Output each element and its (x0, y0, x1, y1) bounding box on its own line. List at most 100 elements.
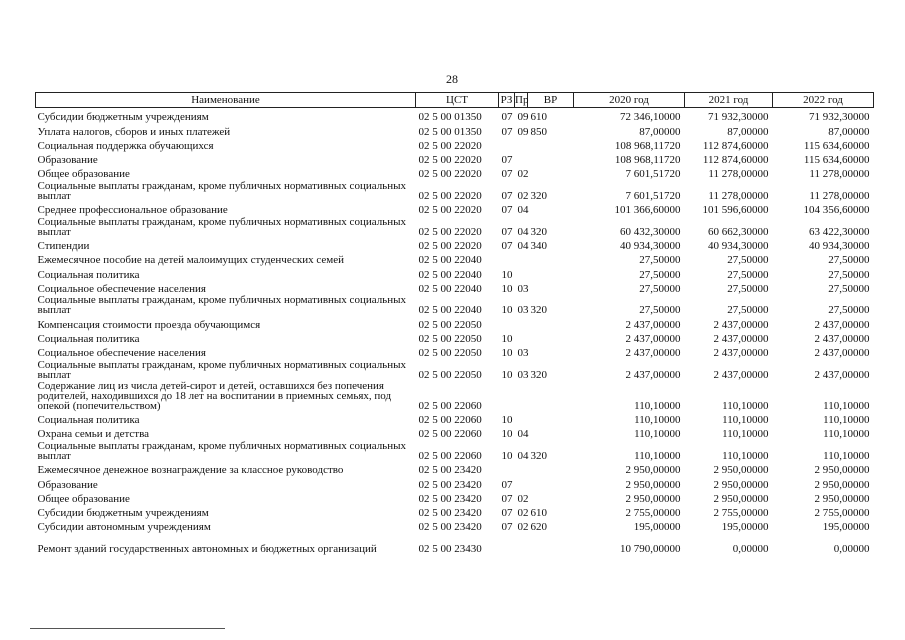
cell-rz: 10 (501, 449, 513, 462)
cell-name: Субсидии бюджетным учреждениям (37, 507, 209, 520)
cell-cst: 02 5 00 22040 (418, 268, 482, 281)
cell-name: Ремонт зданий государственных автономных… (37, 542, 377, 555)
cell-cst: 02 5 00 22050 (418, 368, 482, 381)
cell-pr: 02 (517, 521, 529, 534)
table-row: Субсидии бюджетным учреждениям 02 5 00 01… (36, 108, 874, 123)
cell-2020: 110,10000 (634, 414, 681, 427)
table-row: Социальное обеспечение населения 02 5 00 … (36, 344, 874, 360)
page-number: 28 (446, 72, 458, 86)
cell-vr: 850 (530, 125, 548, 138)
cell-vr (528, 251, 574, 265)
header-cst: ЦСТ (415, 92, 499, 108)
cell-2020: 40 934,30000 (620, 240, 681, 253)
cell-pr (515, 315, 528, 329)
cell-pr (515, 265, 528, 279)
cell-2020: 2 950,00000 (625, 478, 681, 491)
table-row: Уплата налогов, сборов и иных платежей 02… (36, 122, 874, 138)
table-row: Социальная политика 02 5 00 22040 10 27,500… (36, 265, 874, 281)
cell-cst: 02 5 00 22020 (418, 225, 482, 238)
cell-2022: 115 634,60000 (803, 139, 870, 152)
cell-rz: 10 (501, 304, 513, 317)
table-row: Социальная политика 02 5 00 22060 10 110,10… (36, 411, 874, 427)
cell-2022: 2 437,00000 (814, 368, 870, 381)
cell-2022: 71 932,30000 (809, 111, 870, 124)
cell-cst: 02 5 00 01350 (418, 125, 482, 138)
cell-vr (528, 461, 574, 475)
cell-2020: 2 950,00000 (625, 492, 681, 505)
header-name: Наименование (35, 92, 416, 108)
cell-cst: 02 5 00 22060 (418, 428, 482, 441)
table-row: Содержание лиц из числа детей-сирот и де… (36, 380, 874, 411)
cell-name: Социальные выплаты гражданам, кроме публ… (37, 294, 406, 317)
cell-2022: 115 634,60000 (803, 154, 870, 167)
cell-rz: 10 (501, 347, 513, 360)
cell-rz: 10 (501, 414, 513, 427)
cell-cst: 02 5 00 22020 (418, 189, 482, 202)
cell-2020: 10 790,00000 (620, 542, 681, 555)
cell-2022: 27,50000 (828, 304, 870, 317)
header-pr: Пр (514, 92, 529, 108)
cell-vr (528, 380, 574, 411)
table-row: Социальная политика 02 5 00 22050 10 2 437,… (36, 330, 874, 344)
cell-2021: 2 437,00000 (713, 368, 769, 381)
cell-vr (528, 475, 574, 489)
cell-rz: 10 (501, 428, 513, 441)
cell-2021: 11 278,00000 (708, 189, 769, 202)
cell-name: Социальное обеспечение населения (37, 282, 206, 295)
table-row: Субсидии бюджетным учреждениям 02 5 00 23… (36, 504, 874, 520)
cell-pr: 02 (517, 492, 529, 505)
table-row: Охрана семьи и детства 02 5 00 22060 10 04 1… (36, 425, 874, 441)
cell-2022: 110,10000 (823, 399, 870, 412)
cell-2021: 0,00000 (732, 542, 769, 555)
cell-2021: 110,10000 (722, 428, 769, 441)
cell-name: Среднее профессиональное образование (37, 204, 228, 217)
cell-name: Образование (37, 478, 98, 491)
cell-pr (515, 380, 528, 411)
cell-2020: 27,50000 (639, 254, 681, 267)
cell-vr (528, 137, 574, 151)
cell-vr: 320 (530, 304, 548, 317)
cell-rz: 07 (501, 521, 513, 534)
table-row: Социальные выплаты гражданам, кроме публ… (36, 294, 874, 316)
cell-pr (515, 251, 528, 265)
cell-2020: 2 437,00000 (625, 368, 681, 381)
cell-cst: 02 5 00 22040 (418, 282, 482, 295)
cell-cst: 02 5 00 23430 (418, 542, 482, 555)
cell-name: Социальные выплаты гражданам, кроме публ… (37, 215, 406, 238)
cell-vr (528, 411, 574, 425)
table-row: Образование 02 5 00 22020 07 108 968,11720 1… (36, 151, 874, 167)
cell-cst: 02 5 00 22060 (418, 414, 482, 427)
cell-cst: 02 5 00 22040 (418, 254, 482, 267)
cell-2020: 110,10000 (634, 399, 681, 412)
cell-cst: 02 5 00 22050 (418, 318, 482, 331)
cell-rz: 10 (501, 268, 513, 281)
header-2020: 2020 год (573, 92, 685, 108)
cell-rz: 07 (501, 111, 513, 124)
header-2021: 2021 год (684, 92, 773, 108)
cell-2021: 101 596,60000 (702, 204, 769, 217)
cell-2021: 112 874,60000 (702, 154, 769, 167)
cell-pr (515, 475, 528, 489)
cell-2021: 112 874,60000 (702, 139, 769, 152)
cell-2021: 195,00000 (721, 521, 769, 534)
cell-2022: 2 950,00000 (814, 492, 870, 505)
table-row: Ежемесячное денежное вознаграждение за к… (36, 461, 874, 476)
cell-2021: 27,50000 (727, 254, 769, 267)
cell-vr: 320 (530, 368, 548, 381)
cell-rz: 10 (501, 333, 513, 346)
cell-2020: 108 968,11720 (614, 154, 681, 167)
cell-2020: 110,10000 (634, 428, 681, 441)
cell-rz (499, 251, 515, 265)
cell-cst: 02 5 00 22020 (418, 154, 482, 167)
cell-rz: 07 (501, 240, 513, 253)
cell-2022: 11 278,00000 (809, 189, 870, 202)
cell-2022: 110,10000 (823, 428, 870, 441)
cell-2020: 110,10000 (634, 449, 681, 462)
table-body: Субсидии бюджетным учреждениям 02 5 00 01… (36, 108, 874, 554)
cell-2021: 110,10000 (722, 449, 769, 462)
cell-2020: 2 437,00000 (625, 347, 681, 360)
header-2022: 2022 год (772, 92, 874, 108)
cell-name: Социальная политика (37, 268, 140, 281)
table-row: Общее образование 02 5 00 22020 07 02 7 601,… (36, 165, 874, 180)
cell-2022: 2 437,00000 (814, 333, 870, 346)
